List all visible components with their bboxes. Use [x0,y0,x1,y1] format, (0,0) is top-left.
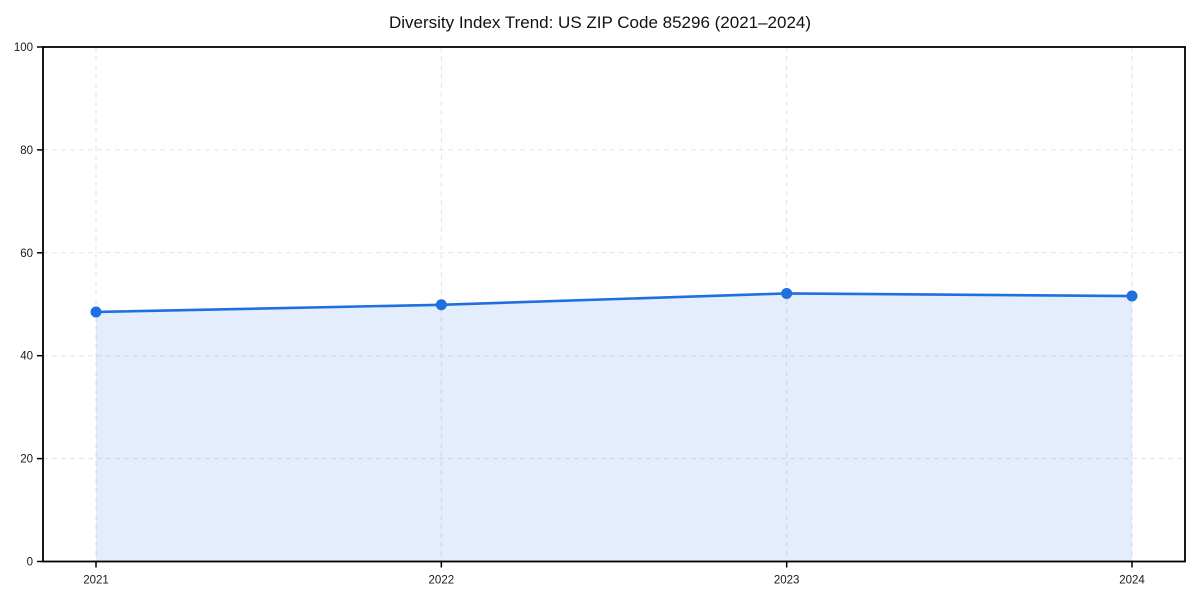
data-point-2024 [1126,290,1138,302]
x-tick-label: 2023 [774,575,800,587]
data-point-2021 [90,306,102,318]
area-fill [96,293,1132,562]
y-tick-label: 80 [20,145,33,157]
data-point-2023 [781,287,793,299]
y-tick-label: 40 [20,351,33,363]
x-tick-label: 2021 [83,575,109,587]
data-point-2022 [435,299,447,311]
trend-line [94,292,1134,314]
plot-border [42,46,1186,563]
chart-title: Diversity Index Trend: US ZIP Code 85296… [389,13,811,32]
y-tick-label: 20 [20,454,33,466]
y-tick-label: 0 [27,557,33,569]
plot-area: 0 20 40 60 80 100 2021 2022 2023 2024 [14,42,1186,587]
y-tick-label: 60 [20,248,33,260]
y-tick-label: 100 [14,42,33,54]
x-tick-label: 2022 [429,575,455,587]
x-tick-label: 2024 [1119,575,1145,587]
